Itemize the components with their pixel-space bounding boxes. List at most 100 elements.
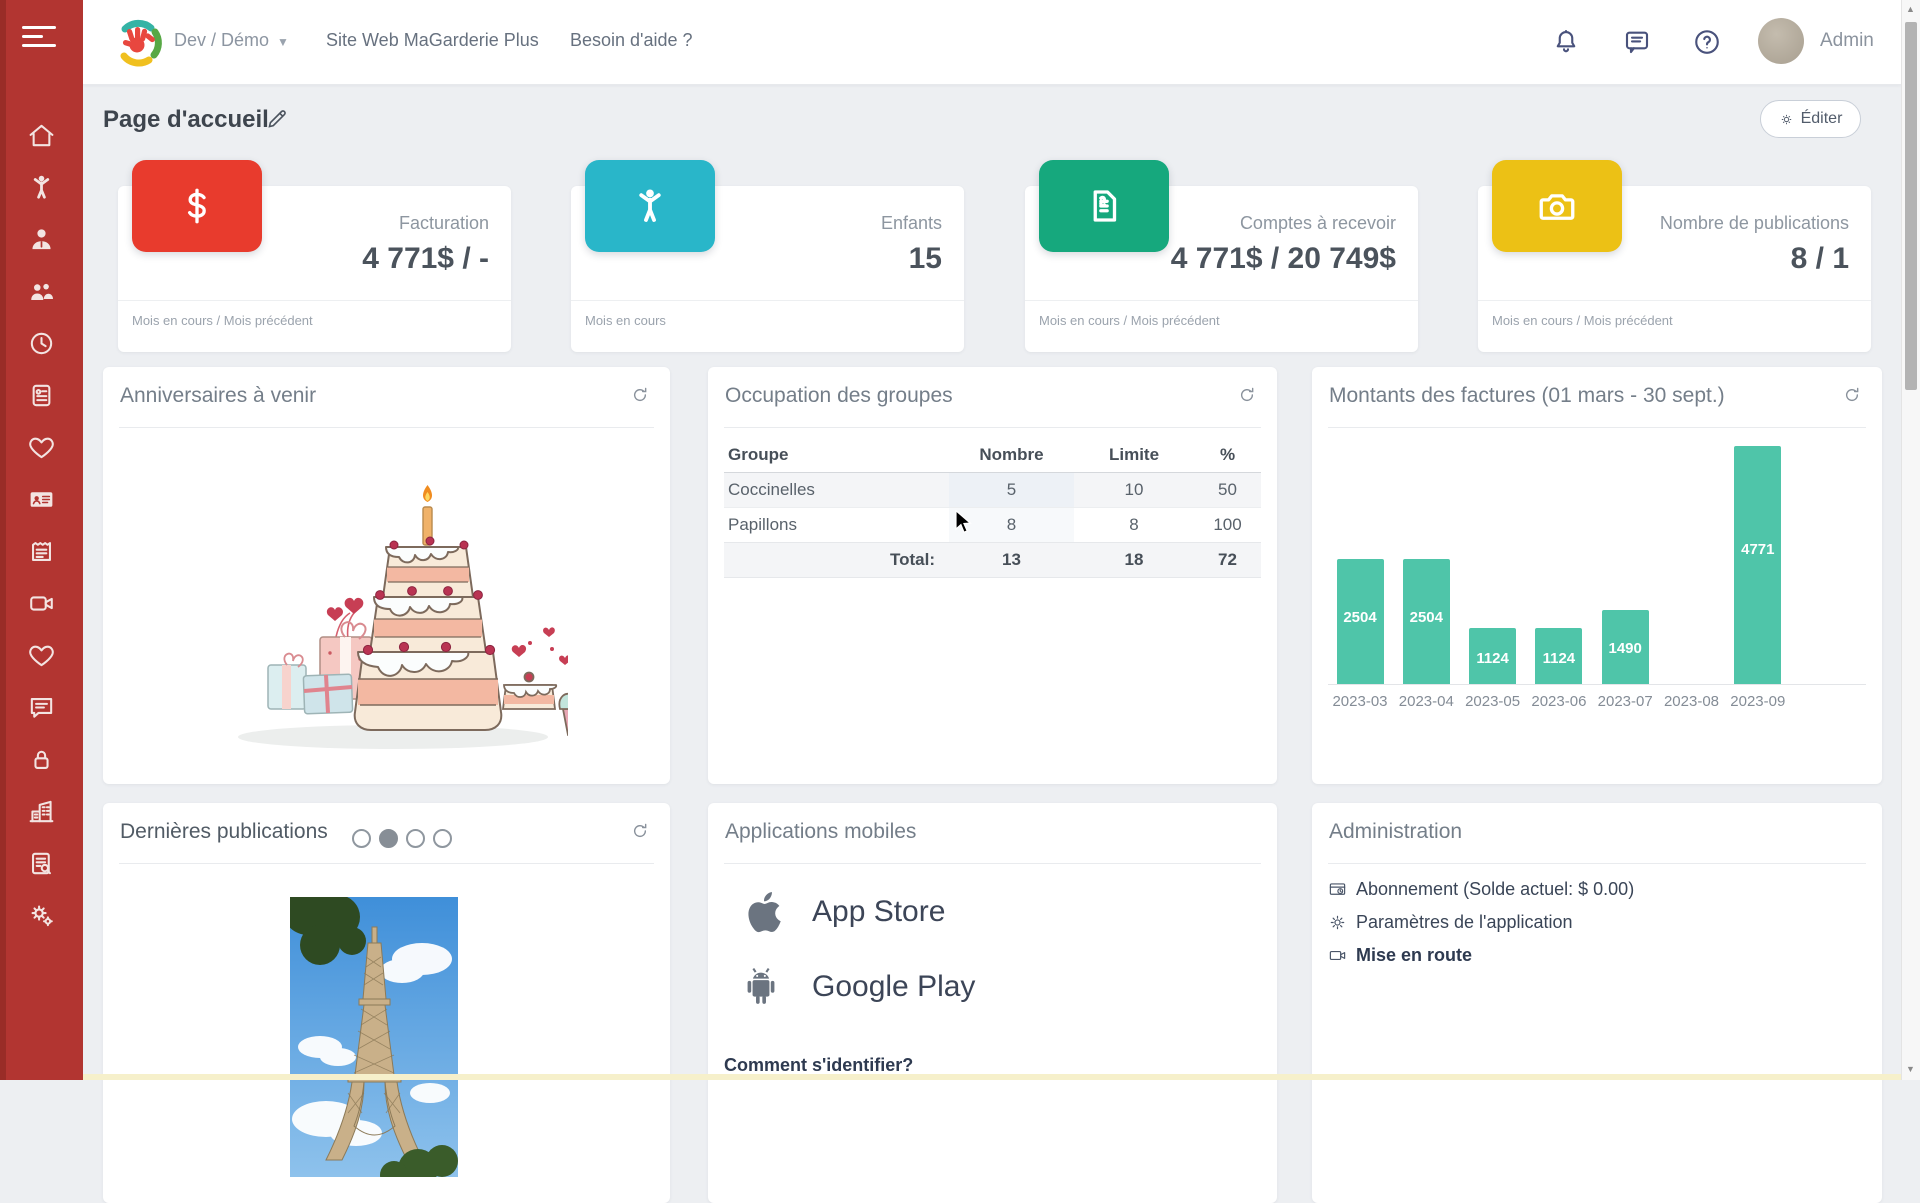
notifications-button[interactable] [1551, 27, 1583, 59]
sidebar-item-attendance[interactable] [0, 321, 83, 365]
carousel-dot-1[interactable] [352, 829, 371, 848]
x-axis-label: 2023-09 [1730, 693, 1786, 710]
stat-value: 4 771$ / 20 749$ [1170, 242, 1396, 275]
card-title: Anniversaires à venir [120, 384, 317, 407]
page-scrollbar[interactable]: ▲ ▼ [1901, 0, 1920, 1080]
stat-value: 15 [908, 242, 942, 275]
refresh-button[interactable] [1842, 385, 1864, 407]
gear-icon [1330, 915, 1345, 930]
bar-2023-05: 1124 [1469, 628, 1517, 684]
clock-icon [30, 332, 53, 354]
sidebar-item-settings[interactable] [0, 893, 83, 937]
app-store-label: App Store [812, 895, 946, 928]
user-name: Admin [1820, 30, 1874, 51]
carousel-dot-2[interactable] [379, 829, 398, 848]
sidebar-item-home[interactable] [0, 113, 83, 157]
families-icon [31, 283, 53, 300]
lock-icon [34, 750, 49, 769]
card-title: Dernières publications [120, 820, 328, 843]
stat-card-comptes[interactable]: Comptes à recevoir 4 771$ / 20 749$ Mois… [1025, 160, 1418, 352]
stat-card-facturation[interactable]: Facturation 4 771$ / - Mois en cours / M… [118, 160, 511, 352]
invoice-dollar-icon [1093, 190, 1117, 222]
child-icon [639, 189, 661, 222]
sidebar-item-activities[interactable] [0, 633, 83, 677]
google-play-link[interactable]: Google Play [738, 961, 975, 1013]
report-search-icon [32, 852, 51, 874]
page-title: Page d'accueil [103, 106, 269, 133]
bar-2023-04: 2504 [1402, 559, 1450, 684]
bar-value-label: 2504 [1409, 609, 1443, 626]
contact-card-icon [30, 491, 53, 507]
app-store-link[interactable]: App Store [738, 886, 945, 938]
stat-card-publications[interactable]: Nombre de publications 8 / 1 Mois en cou… [1478, 160, 1871, 352]
how-to-login-link[interactable]: Comment s'identifier? [724, 1055, 914, 1075]
chat-icon [30, 697, 53, 718]
sidebar-item-children[interactable] [0, 165, 83, 209]
help-button[interactable] [1692, 27, 1724, 59]
publication-photo[interactable] [290, 897, 458, 1177]
sidebar-item-educators[interactable] [0, 217, 83, 261]
avatar[interactable] [1758, 18, 1804, 64]
card-title: Occupation des groupes [725, 384, 953, 407]
sidebar-item-security[interactable] [0, 737, 83, 781]
latest-publications-card: Dernières publications [103, 803, 670, 1203]
bar-2023-03: 2504 [1336, 559, 1384, 684]
main-content: Page d'accueil Éditer Facturation 4 771$… [83, 85, 1901, 1203]
stat-value: 4 771$ / - [362, 242, 489, 275]
refresh-button[interactable] [1237, 385, 1259, 407]
messages-button[interactable] [1622, 27, 1654, 59]
sidebar-item-menus[interactable] [0, 529, 83, 573]
x-axis-label: 2023-03 [1332, 693, 1388, 710]
carousel-dot-3[interactable] [406, 829, 425, 848]
stat-label: Nombre de publications [1659, 213, 1849, 233]
help-link[interactable]: Besoin d'aide ? [570, 30, 693, 50]
video-camera-icon [30, 595, 53, 611]
sidebar-item-messages[interactable] [0, 685, 83, 729]
site-web-link[interactable]: Site Web MaGarderie Plus [326, 30, 539, 50]
gear-icon [1781, 114, 1791, 124]
sidebar-edge-shade [0, 0, 6, 1080]
stat-tile [1039, 160, 1169, 252]
sidebar-item-videos[interactable] [0, 581, 83, 625]
sidebar [0, 0, 83, 1080]
sidebar-item-health[interactable] [0, 425, 83, 469]
stat-footer: Mois en cours [585, 313, 666, 328]
groups-occupancy-card: Occupation des groupes Groupe Nombre Limi… [708, 367, 1277, 784]
sidebar-item-contacts[interactable] [0, 477, 83, 521]
edit-title-pencil-icon[interactable] [265, 107, 289, 136]
sidebar-item-organization[interactable] [0, 789, 83, 833]
sidebar-item-families[interactable] [0, 269, 83, 313]
sidebar-item-billing[interactable] [0, 373, 83, 417]
scroll-up-arrow[interactable]: ▲ [1906, 4, 1915, 14]
edit-page-button[interactable]: Éditer [1760, 100, 1861, 138]
card-title: Administration [1329, 820, 1463, 843]
org-switcher[interactable]: Dev / Démo ▼ [174, 30, 289, 50]
app-settings-link[interactable]: Paramètres de l'application [1328, 912, 1573, 933]
getting-started-label: Mise en route [1356, 945, 1473, 965]
billing-document-icon [32, 384, 51, 406]
scroll-down-arrow[interactable]: ▼ [1906, 1064, 1915, 1074]
stat-card-enfants[interactable]: Enfants 15 Mois en cours [571, 160, 964, 352]
refresh-button[interactable] [630, 385, 652, 407]
subscription-link[interactable]: Abonnement (Solde actuel: $ 0.00) [1328, 879, 1634, 900]
scrollbar-thumb[interactable] [1905, 22, 1917, 390]
sidebar-item-reports[interactable] [0, 841, 83, 885]
refresh-button[interactable] [630, 821, 652, 843]
camera-icon [1539, 194, 1575, 220]
hamburger-menu-button[interactable] [22, 26, 58, 50]
top-header: Dev / Démo ▼ Site Web MaGarderie Plus Bes… [83, 0, 1901, 85]
bar-2023-06: 1124 [1535, 628, 1583, 684]
table-row[interactable]: Coccinelles 5 10 50 [724, 473, 1261, 508]
table-header-row[interactable]: Groupe Nombre Limite% [724, 437, 1261, 473]
settings-gears-icon [31, 905, 53, 926]
stat-footer: Mois en cours / Mois précédent [132, 313, 313, 328]
getting-started-link[interactable]: Mise en route [1328, 945, 1472, 966]
table-row[interactable]: Papillons 8 8 100 [724, 508, 1261, 543]
activities-heart-icon [29, 645, 54, 666]
edit-page-label: Éditer [1800, 110, 1843, 127]
magarderie-logo [113, 17, 163, 67]
birthday-cake-illustration [238, 485, 568, 749]
dollar-icon [187, 188, 206, 224]
carousel-dot-4[interactable] [433, 829, 452, 848]
bar-value-label: 1124 [1476, 650, 1509, 667]
